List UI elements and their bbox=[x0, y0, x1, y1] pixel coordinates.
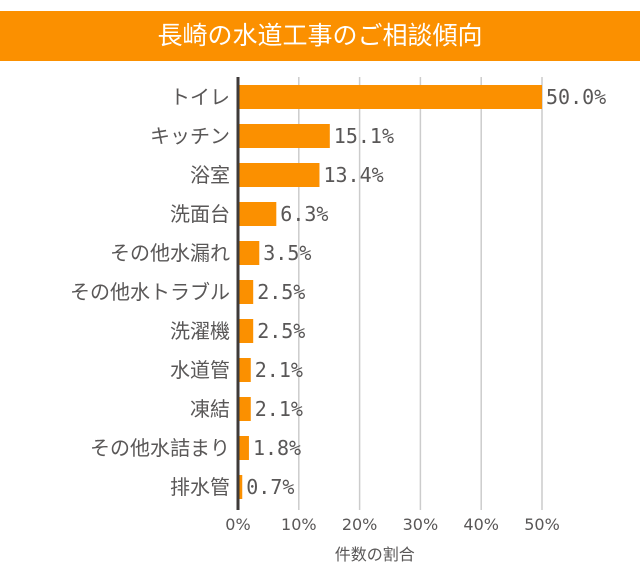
bar bbox=[238, 85, 542, 109]
x-tick-label: 40% bbox=[463, 515, 499, 534]
bar bbox=[238, 358, 251, 382]
bar bbox=[238, 163, 320, 187]
data-label: 2.5% bbox=[257, 280, 305, 304]
bar bbox=[238, 475, 243, 499]
chart-title: 長崎の水道工事のご相談傾向 bbox=[0, 11, 640, 61]
data-label: 50.0% bbox=[546, 85, 606, 109]
bar bbox=[238, 280, 254, 304]
bar bbox=[238, 436, 249, 460]
x-tick-label: 10% bbox=[281, 515, 317, 534]
data-label: 0.7% bbox=[246, 475, 294, 499]
data-label: 13.4% bbox=[323, 163, 383, 187]
data-label: 15.1% bbox=[334, 124, 394, 148]
category-label: その他水トラブル bbox=[70, 280, 230, 304]
bar bbox=[238, 241, 260, 265]
category-label: 排水管 bbox=[170, 475, 230, 499]
x-tick-label: 20% bbox=[342, 515, 378, 534]
category-label: 浴室 bbox=[190, 163, 230, 187]
category-label: キッチン bbox=[150, 124, 230, 148]
x-tick-label: 30% bbox=[403, 515, 439, 534]
x-tick-label: 0% bbox=[225, 515, 250, 534]
category-label: 凍結 bbox=[190, 397, 230, 421]
category-label: その他水詰まり bbox=[90, 436, 230, 460]
x-axis-label: 件数の割合 bbox=[335, 545, 415, 564]
category-label: 洗濯機 bbox=[170, 319, 230, 343]
x-tick-label: 50% bbox=[524, 515, 560, 534]
category-label: その他水漏れ bbox=[110, 241, 230, 265]
category-label: 洗面台 bbox=[170, 202, 230, 226]
category-label: トイレ bbox=[170, 85, 230, 109]
data-label: 2.1% bbox=[255, 358, 303, 382]
bar bbox=[238, 319, 254, 343]
category-label: 水道管 bbox=[170, 358, 230, 382]
data-label: 6.3% bbox=[280, 202, 328, 226]
bar bbox=[238, 124, 330, 148]
data-label: 3.5% bbox=[263, 241, 311, 265]
bar bbox=[238, 397, 251, 421]
data-label: 2.1% bbox=[255, 397, 303, 421]
bar bbox=[238, 202, 277, 226]
data-label: 1.8% bbox=[253, 436, 301, 460]
data-label: 2.5% bbox=[257, 319, 305, 343]
